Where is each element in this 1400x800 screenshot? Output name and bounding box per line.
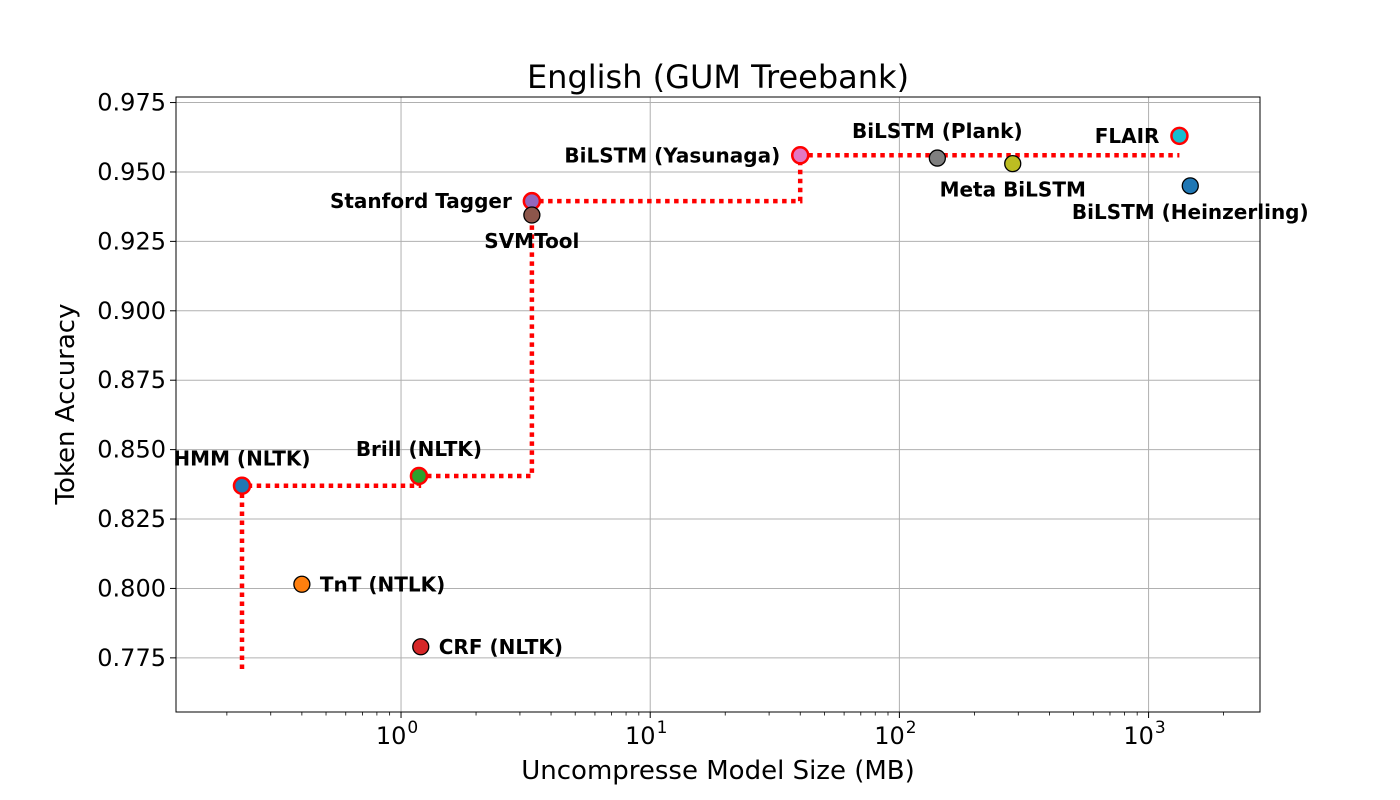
y-tick-label: 0.900 <box>97 297 166 325</box>
point-label: CRF (NLTK) <box>439 635 563 659</box>
point-labels: HMM (NLTK) TnT (NTLK) Brill (NLTK) CRF (NLT… <box>173 119 1308 659</box>
point-label: FLAIR <box>1095 124 1160 148</box>
y-tick-label: 0.950 <box>97 158 166 186</box>
x-tick-label: 101 <box>625 718 667 750</box>
y-tick-label: 0.975 <box>97 89 166 117</box>
axis-ticks: 0.775 0.800 0.825 0.850 0.875 0.900 0.925 0.950… <box>97 89 1224 750</box>
point-label: Brill (NLTK) <box>356 437 482 461</box>
x-tick-exponent: 1 <box>657 718 668 738</box>
point-label: BiLSTM (Yasunaga) <box>564 143 780 167</box>
x-tick-label: 100 <box>376 718 418 750</box>
y-tick-label: 0.925 <box>97 227 166 255</box>
data-point <box>523 206 541 224</box>
x-tick-label: 102 <box>874 718 916 750</box>
point-label: Meta BiLSTM <box>940 178 1086 202</box>
pareto-frontier-line <box>239 153 1180 669</box>
point-label: Stanford Tagger <box>330 189 512 213</box>
x-tick-label: 103 <box>1123 718 1165 750</box>
x-tick-exponent: 0 <box>407 718 418 738</box>
point-label: BiLSTM (Plank) <box>852 119 1023 143</box>
data-point <box>412 638 430 656</box>
y-tick-label: 0.775 <box>97 644 166 672</box>
data-point <box>1170 126 1189 146</box>
data-point <box>409 466 429 486</box>
data-point <box>1004 154 1022 173</box>
point-label: SVMTool <box>484 229 579 253</box>
x-axis-label: Uncompresse Model Size (MB) <box>521 756 915 786</box>
chart-title: English (GUM Treebank) <box>527 58 909 96</box>
y-axis-label: Token Accuracy <box>51 304 81 506</box>
x-tick-exponent: 2 <box>906 718 917 738</box>
y-tick-label: 0.850 <box>97 436 166 464</box>
x-tick-exponent: 3 <box>1155 718 1166 738</box>
plot-area <box>175 96 1261 713</box>
y-tick-label: 0.800 <box>97 574 166 602</box>
data-point <box>1181 177 1199 195</box>
data-points <box>232 126 1199 656</box>
point-label: TnT (NTLK) <box>320 572 445 596</box>
y-tick-label: 0.875 <box>97 366 166 394</box>
point-label: HMM (NLTK) <box>173 447 310 471</box>
data-point <box>232 476 252 495</box>
point-label: BiLSTM (Heinzerling) <box>1072 200 1309 224</box>
y-tick-label: 0.825 <box>97 505 166 533</box>
data-point <box>928 149 946 167</box>
pareto-frontier <box>239 153 1180 669</box>
data-point <box>790 146 810 165</box>
data-point <box>293 575 311 593</box>
